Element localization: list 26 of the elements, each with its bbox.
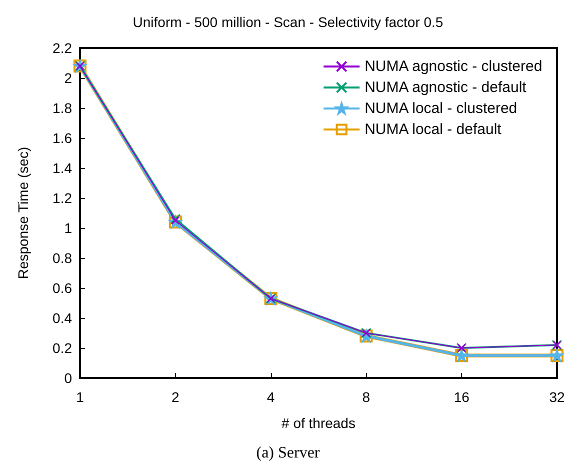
y-tick-label: 2.2 — [52, 40, 72, 56]
x-tick-label: 8 — [362, 389, 370, 405]
y-tick-label: 1.8 — [52, 100, 72, 116]
x-tick-label: 16 — [454, 389, 470, 405]
legend-label: NUMA local - default — [364, 121, 502, 138]
x-axis-title: # of threads — [282, 415, 356, 431]
y-tick-label: 0.8 — [52, 250, 72, 266]
x-tick-label: 1 — [76, 389, 84, 405]
y-tick-label: 0.2 — [52, 340, 72, 356]
y-tick-label: 1 — [64, 220, 72, 236]
y-tick-label: 0.6 — [52, 280, 72, 296]
y-tick-label: 1.2 — [52, 190, 72, 206]
legend-label: NUMA local - clustered — [364, 100, 518, 117]
x-tick-label: 2 — [172, 389, 180, 405]
y-tick-label: 0.4 — [52, 310, 72, 326]
y-tick-label: 0 — [64, 370, 72, 386]
x-tick-label: 32 — [549, 389, 565, 405]
y-tick-label: 1.4 — [52, 160, 72, 176]
legend-label: NUMA agnostic - clustered — [364, 58, 542, 75]
text: (a) Server — [256, 444, 320, 462]
y-tick-label: 1.6 — [52, 130, 72, 146]
x-tick-label: 4 — [266, 389, 275, 405]
legend-label: NUMA agnostic - default — [364, 79, 528, 96]
y-axis-title: Response Time (sec) — [15, 146, 31, 280]
y-tick-label: 2 — [64, 70, 72, 86]
chart-title: Uniform - 500 million - Scan - Selectivity factor 0.5 — [132, 14, 444, 30]
